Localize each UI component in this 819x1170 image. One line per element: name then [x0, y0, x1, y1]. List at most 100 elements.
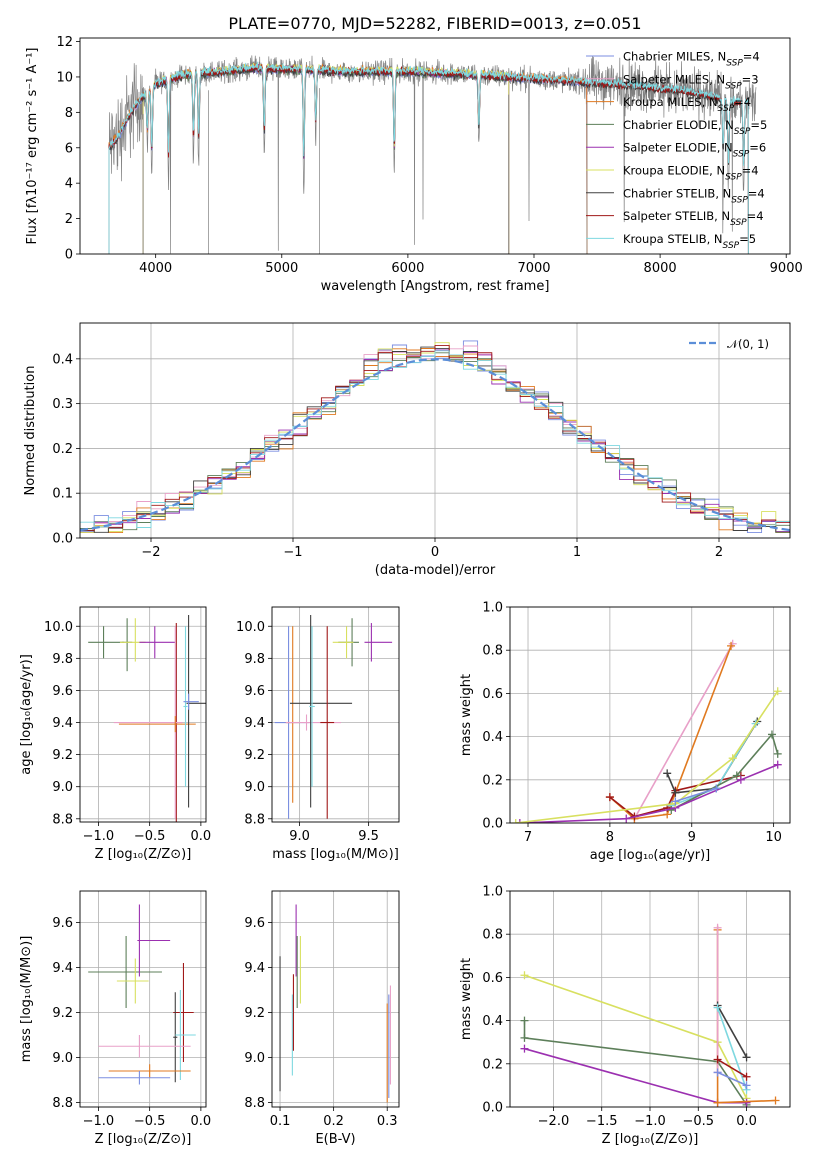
weight-marker	[742, 1072, 751, 1081]
y-tick-label: 0.8	[482, 928, 503, 943]
x-tick-label: −0.5	[134, 829, 166, 844]
mass-vs-metallicity-ticks: −1.0 −0.5 0.0 8.8 9.0 9.2 9.4 9.6	[52, 916, 211, 1129]
mass-vs-metallicity-plot-area	[88, 904, 196, 1085]
weight-marker	[605, 793, 614, 802]
x-tick-label: −2	[141, 545, 160, 560]
legend-label: Chabrier MILES, NSSP=4	[623, 50, 760, 69]
legend-name: Salpeter ELODIE, N	[623, 141, 733, 155]
weight-line-chabrier-elodie	[670, 732, 779, 811]
x-tick-label: 0	[431, 545, 439, 560]
y-tick-label: 8.8	[244, 1096, 265, 1111]
weight-marker	[712, 784, 721, 793]
y-tick-label: 9.0	[244, 1051, 265, 1066]
plot-frame	[509, 606, 791, 824]
weight-marker	[728, 754, 737, 763]
age-vs-metallicity-xlabel: Z [log₁₀(Z/Z⊙)]	[95, 847, 192, 862]
legend-name: Chabrier ELODIE, N	[623, 118, 734, 132]
normal-distribution-curve	[80, 358, 790, 532]
legend-sub: SSP	[725, 81, 742, 91]
weight-marker	[622, 814, 631, 823]
weight-marker	[671, 797, 680, 806]
weight-marker	[713, 1055, 722, 1064]
y-tick-label: 2	[65, 212, 73, 227]
weight-line-kroupa-miles	[609, 645, 732, 820]
legend-name: Chabrier MILES, N	[623, 50, 726, 64]
residual-histogram-ticks: −2 −1 0 1 2 0.0 0.1 0.2 0.3 0.4	[52, 352, 723, 560]
mass-weight-vs-metallicity-ylabel: mass weight	[459, 958, 474, 1040]
mass-vs-extinction-panel: 0.1 0.2 0.3 8.8 9.0 9.2 9.4 9.6 E(B-V)	[244, 890, 400, 1147]
legend-label: Chabrier STELIB, NSSP=4	[623, 186, 765, 205]
x-tick-label: 0.0	[736, 1114, 757, 1129]
legend-label: 𝒩(0, 1)	[727, 337, 769, 351]
x-tick-label: 7	[524, 830, 532, 845]
y-tick-label: 8.8	[52, 1096, 73, 1111]
weight-line-chabrier-stelib	[716, 1005, 748, 1058]
y-tick-label: 9.6	[52, 684, 73, 699]
legend-n: =4	[742, 164, 759, 178]
spectrum-plot-area	[108, 55, 757, 254]
y-tick-label: 9.0	[52, 780, 73, 795]
plot-frame	[79, 606, 207, 823]
y-tick-label: 8.8	[244, 812, 265, 827]
legend-name: Salpeter STELIB, N	[623, 209, 730, 223]
plot-frame	[79, 890, 207, 1108]
age-vs-mass-panel: 9.0 9.5 8.8 9.0 9.2 9.4 9.6 9.8 10.0 mass [log₁₀(…	[236, 606, 400, 862]
weight-line-chabrier-elodie	[523, 1020, 748, 1106]
y-tick-label: 0.4	[52, 352, 73, 367]
y-tick-label: 0.0	[482, 1101, 503, 1116]
x-tick-label: 2	[715, 545, 723, 560]
legend-sub: SSP	[730, 218, 747, 228]
x-tick-label: 0.3	[377, 1114, 398, 1129]
x-tick-label: 0.2	[323, 1114, 344, 1129]
weight-marker	[515, 819, 524, 823]
y-tick-label: 10.0	[236, 620, 265, 635]
mass-vs-extinction-ticks: 0.1 0.2 0.3 8.8 9.0 9.2 9.4 9.6	[244, 916, 397, 1129]
legend-n: =3	[742, 72, 759, 86]
x-tick-label: 6000	[391, 261, 424, 276]
y-tick-label: 0.4	[482, 1014, 503, 1029]
legend-label: Salpeter ELODIE, NSSP=6	[623, 141, 766, 160]
legend-sub: SSP	[718, 104, 735, 114]
weight-line-kroupa-elodie	[515, 690, 779, 823]
y-tick-label: 0.6	[482, 971, 503, 986]
mass-weight-vs-age-plot-area	[511, 639, 782, 823]
weight-marker	[773, 749, 782, 758]
histogram-legend: 𝒩(0, 1)	[689, 337, 769, 351]
mass-vs-metallicity-xlabel: Z [log₁₀(Z/Z⊙)]	[95, 1132, 192, 1147]
legend-label: Kroupa STELIB, NSSP=5	[623, 232, 756, 251]
x-tick-label: 9.0	[289, 829, 310, 844]
weight-marker	[713, 1068, 722, 1077]
legend-label: Kroupa MILES, NSSP=4	[623, 95, 751, 114]
mass-weight-vs-age-ticks: 7 8 9 10 0.0 0.2 0.4 0.6 0.8 1.0	[482, 601, 782, 846]
weight-marker	[773, 687, 782, 696]
age-vs-metallicity-ylabel: age [log₁₀(age/yr)]	[19, 654, 34, 775]
y-tick-label: 9.2	[52, 1006, 73, 1021]
y-tick-label: 0.3	[52, 397, 73, 412]
legend-sub: SSP	[723, 241, 740, 251]
weight-marker	[713, 923, 722, 932]
legend-name: Salpeter MILES, N	[623, 72, 725, 86]
y-tick-label: 0	[65, 248, 73, 263]
plot-frame	[271, 890, 400, 1108]
y-tick-label: 0.6	[482, 687, 503, 702]
model-spectrum-kroupa-miles	[108, 62, 588, 254]
legend-sub: SSP	[726, 59, 743, 69]
y-tick-label: 6	[65, 141, 73, 156]
age-vs-metallicity-plot-area	[88, 615, 206, 822]
y-tick-label: 4	[65, 177, 73, 192]
legend-name: Kroupa STELIB, N	[623, 232, 723, 246]
weight-marker	[732, 771, 741, 780]
x-tick-label: −0.5	[682, 1114, 714, 1129]
y-tick-label: 9.6	[244, 916, 265, 931]
y-tick-label: 1.0	[482, 885, 503, 900]
age-vs-metallicity-panel: −1.0 −0.5 0.0 8.8 9.0 9.2 9.4 9.6 9.8 10.0 Z [log₁…	[19, 606, 211, 862]
legend-label: Chabrier ELODIE, NSSP=5	[623, 118, 767, 137]
spectrum-xlabel: wavelength [Angstrom, rest frame]	[321, 279, 550, 294]
mass-weight-vs-metallicity-panel: −2.0 −1.5 −1.0 −0.5 0.0 0.0 0.2 0.4 0.6 0.8 1.0 Z […	[459, 885, 791, 1147]
y-tick-label: 9.4	[52, 961, 73, 976]
legend-sub: SSP	[731, 195, 748, 205]
y-tick-label: 1.0	[482, 601, 503, 616]
x-tick-label: 9000	[770, 261, 803, 276]
x-tick-label: 10	[765, 830, 782, 845]
x-tick-label: 7000	[517, 261, 550, 276]
